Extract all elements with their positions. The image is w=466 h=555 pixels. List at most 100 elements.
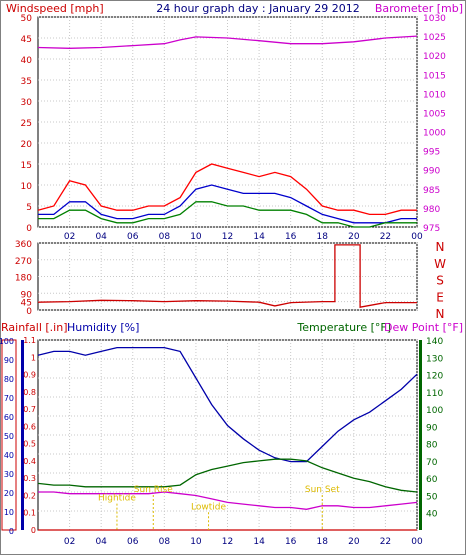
- direction-ytick-label: 0: [26, 307, 32, 317]
- wind-ytick-label: 35: [21, 77, 32, 87]
- temperature-ytick-label: 90: [426, 423, 438, 433]
- humidity-xtick-label: 02: [64, 537, 75, 547]
- rainfall-axis-strip: [1, 339, 17, 531]
- wind-ytick-label: 10: [21, 182, 33, 192]
- compass-label: N: [436, 240, 445, 254]
- rainfall-ytick-label: 1: [31, 353, 36, 362]
- humidity-axis-bar: [21, 340, 24, 530]
- marker-label: Sun Set: [305, 485, 340, 495]
- humidity-xtick-label: 04: [95, 537, 107, 547]
- wind-xtick-label: 10: [190, 232, 202, 242]
- average-line: [38, 184, 417, 224]
- barometer-ytick-label: 985: [423, 186, 440, 196]
- temperature-ytick-label: 110: [426, 389, 443, 399]
- wind-xtick-label: 16: [285, 232, 297, 242]
- barometer-line: [37, 35, 418, 49]
- wind-xtick-label: 20: [348, 232, 360, 242]
- compass-label: S: [436, 274, 444, 288]
- barometer-ytick-label: 1005: [423, 109, 446, 119]
- humidity-line: [37, 346, 418, 463]
- wind-xtick-label: 06: [127, 232, 139, 242]
- wind-ytick-label: 15: [21, 161, 32, 171]
- wind-xtick-label: 02: [64, 232, 75, 242]
- humidity-ytick-label: 60: [4, 413, 14, 422]
- temperature-ytick-label: 100: [426, 406, 443, 416]
- low-line: [38, 201, 417, 228]
- humidity-series: [37, 346, 418, 531]
- humidity-xtick-label: 22: [380, 537, 391, 547]
- humidity-ytick-label: 10: [4, 508, 14, 517]
- wind-ytick-label: 5: [26, 203, 32, 213]
- direction-ytick-label: 45: [21, 299, 32, 309]
- compass-label: E: [436, 290, 444, 304]
- temperature-ytick-label: 40: [426, 510, 438, 520]
- humidity-ytick-label: 100: [0, 337, 14, 346]
- wind-ytick-label: 0: [26, 224, 32, 234]
- dewpoint-line: [38, 491, 418, 510]
- direction-ytick-label: 360: [15, 240, 32, 250]
- rainfall-ytick-label: 0: [31, 526, 36, 535]
- windspeed-axis-label: Windspeed [mph]: [6, 2, 104, 15]
- direction-line: [37, 244, 417, 308]
- dewpoint-axis-label: Dew Point [°F]: [384, 321, 463, 334]
- temperature-ytick-label: 120: [426, 372, 443, 382]
- temperature-ytick-label: 130: [426, 354, 443, 364]
- humidity-xtick-label: 08: [159, 537, 171, 547]
- wind-ytick-label: 40: [21, 56, 33, 66]
- wind-xtick-label: 14: [253, 232, 265, 242]
- rainfall-ytick-label: 0.4: [23, 457, 36, 466]
- humidity-ytick-label: 30: [4, 470, 14, 479]
- rainfall-yticks: 0 0.1 0.2 0.3 0.4 0.5 0.6 0.7 0.8 0.9 1 1.1: [23, 336, 36, 535]
- marker-label: Lowtide: [191, 502, 226, 512]
- humidity-ytick-label: 40: [4, 451, 14, 460]
- temperature-ytick-label: 140: [426, 337, 443, 347]
- humidity-axis-label: Humidity [%]: [67, 321, 139, 334]
- rainfall-ytick-label: 0.1: [23, 509, 36, 518]
- temperature-ytick-label: 60: [426, 475, 438, 485]
- wind-xtick-label: 22: [380, 232, 391, 242]
- humidity-ytick-label: 50: [4, 432, 14, 441]
- marker-label: Sun Rise: [134, 485, 173, 495]
- wind-series: [37, 35, 418, 228]
- temperature-ytick-label: 50: [426, 492, 438, 502]
- humidity-xtick-label: 10: [190, 537, 202, 547]
- rainfall-ytick-label: 0.9: [23, 371, 36, 380]
- temperature-yticks: 40 50 60 70 80 90 100 110 120 130 140: [426, 337, 443, 520]
- humidity-xtick-label: 16: [285, 537, 297, 547]
- direction-series: [37, 244, 417, 308]
- barometer-ytick-label: 1020: [423, 52, 446, 62]
- gust-line: [37, 163, 417, 216]
- wind-ytick-label: 50: [21, 14, 33, 24]
- barometer-ytick-label: 975: [423, 224, 440, 234]
- barometer-ytick-label: 1025: [423, 33, 446, 43]
- direction-ytick-label: 180: [15, 274, 32, 284]
- barometer-ytick-label: 980: [423, 205, 440, 215]
- temperature-axis-label: Temperature [°F]: [296, 321, 391, 334]
- barometer-ytick-label: 995: [423, 148, 440, 158]
- direction-ytick-label: 90: [21, 290, 33, 300]
- wind-xtick-label: 08: [159, 232, 171, 242]
- wind-ytick-label: 45: [21, 35, 32, 45]
- wind-xtick-label: 04: [95, 232, 107, 242]
- rainfall-ytick-label: 0.2: [23, 491, 36, 500]
- humidity-xtick-label: 06: [127, 537, 139, 547]
- humidity-ytick-label: 70: [4, 394, 14, 403]
- rainfall-ytick-label: 1.1: [23, 336, 36, 345]
- temperature-axis-bar: [419, 340, 422, 530]
- compass-label: N: [436, 307, 445, 321]
- direction-ytick-label: 270: [15, 257, 32, 267]
- rainfall-ytick-label: 0.8: [23, 388, 36, 397]
- humidity-xtick-label: 14: [253, 537, 265, 547]
- wind-ytick-label: 30: [21, 98, 33, 108]
- wind-xticks: 02 04 06 08 10 12 14 16 18 20 22 00: [64, 232, 423, 242]
- wind-xtick-label: 12: [222, 232, 233, 242]
- rainfall-ytick-label: 0.6: [23, 422, 36, 431]
- rainfall-ytick-label: 0.5: [23, 440, 36, 449]
- barometer-ytick-label: 990: [423, 167, 440, 177]
- temperature-ytick-label: 80: [426, 441, 438, 451]
